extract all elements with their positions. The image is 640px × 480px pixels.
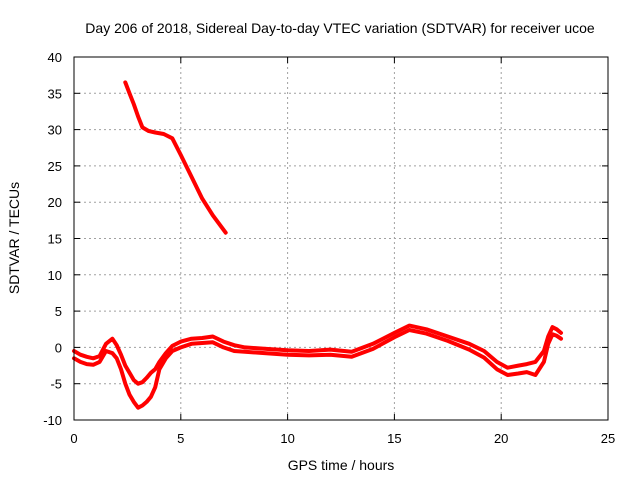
x-tick-label: 10 (280, 431, 294, 446)
x-tick-label: 15 (387, 431, 401, 446)
x-tick-labels: 0 5 10 15 20 25 (70, 431, 615, 446)
x-tick-label: 0 (70, 431, 77, 446)
y-tick-label: 35 (48, 86, 62, 101)
y-axis-label: SDTVAR / TECUs (6, 182, 22, 294)
grid-lines (74, 57, 608, 420)
y-tick-label: 40 (48, 50, 62, 65)
y-tick-label: 5 (55, 304, 62, 319)
x-tick-label: 5 (177, 431, 184, 446)
series-group (72, 80, 563, 410)
y-tick-label: 15 (48, 232, 62, 247)
x-tick-label: 20 (494, 431, 508, 446)
series-line-segment-2-lower (72, 328, 563, 410)
series-line-segment-1 (123, 80, 228, 235)
x-axis-label: GPS time / hours (288, 457, 395, 473)
chart-title: Day 206 of 2018, Sidereal Day-to-day VTE… (85, 20, 595, 36)
y-tick-label: -5 (50, 377, 62, 392)
y-tick-label: 20 (48, 195, 62, 210)
y-tick-labels: -10 -5 0 5 10 15 20 25 30 35 40 (43, 50, 62, 428)
y-tick-label: 0 (55, 340, 62, 355)
series-line-segment-2-upper (72, 323, 563, 386)
axis-ticks (73, 56, 609, 421)
y-tick-label: 30 (48, 123, 62, 138)
y-tick-label: -10 (43, 413, 62, 428)
y-tick-label: 10 (48, 268, 62, 283)
x-tick-label: 25 (601, 431, 615, 446)
y-tick-label: 25 (48, 159, 62, 174)
